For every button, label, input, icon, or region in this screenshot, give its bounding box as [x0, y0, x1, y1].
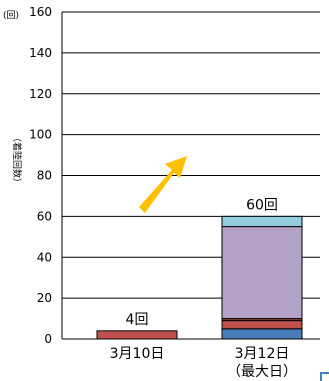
y-axis-title: （着陸回数）: [11, 133, 23, 187]
bar-segment: [96, 330, 178, 340]
category-sublabel: （最大日）: [227, 364, 297, 380]
bar-segment: [221, 215, 303, 228]
bar-stacks: [96, 215, 303, 340]
y-tick-label: 160: [29, 5, 52, 19]
bar-total-labels: 4回 60回: [126, 197, 278, 327]
bar-total-label: 60回: [246, 197, 278, 213]
y-axis-ticks: 0 20 40 60 80 100 120 140 160: [29, 5, 52, 346]
x-axis-categories: 3月10日 3月12日 （最大日）: [110, 346, 297, 380]
y-tick-label: 0: [44, 332, 52, 346]
y-tick-label: 100: [29, 128, 52, 142]
corner-bracket-icon: [320, 372, 329, 381]
gridlines: [62, 11, 320, 340]
y-tick-label: 140: [29, 46, 52, 60]
bar-total-label: 4回: [126, 312, 149, 328]
y-tick-label: 80: [37, 169, 52, 183]
bar-segment: [221, 328, 303, 340]
up-arrow-icon: [139, 156, 187, 213]
category-label: 3月12日: [235, 346, 290, 362]
y-tick-label: 40: [37, 250, 52, 264]
category-label: 3月10日: [110, 346, 165, 362]
bar-segment: [221, 320, 303, 330]
y-tick-label: 20: [37, 291, 52, 305]
y-tick-label: 120: [29, 87, 52, 101]
bar-segment: [221, 226, 303, 320]
y-tick-label: 60: [37, 209, 52, 223]
y-unit-label: (回): [3, 10, 19, 21]
